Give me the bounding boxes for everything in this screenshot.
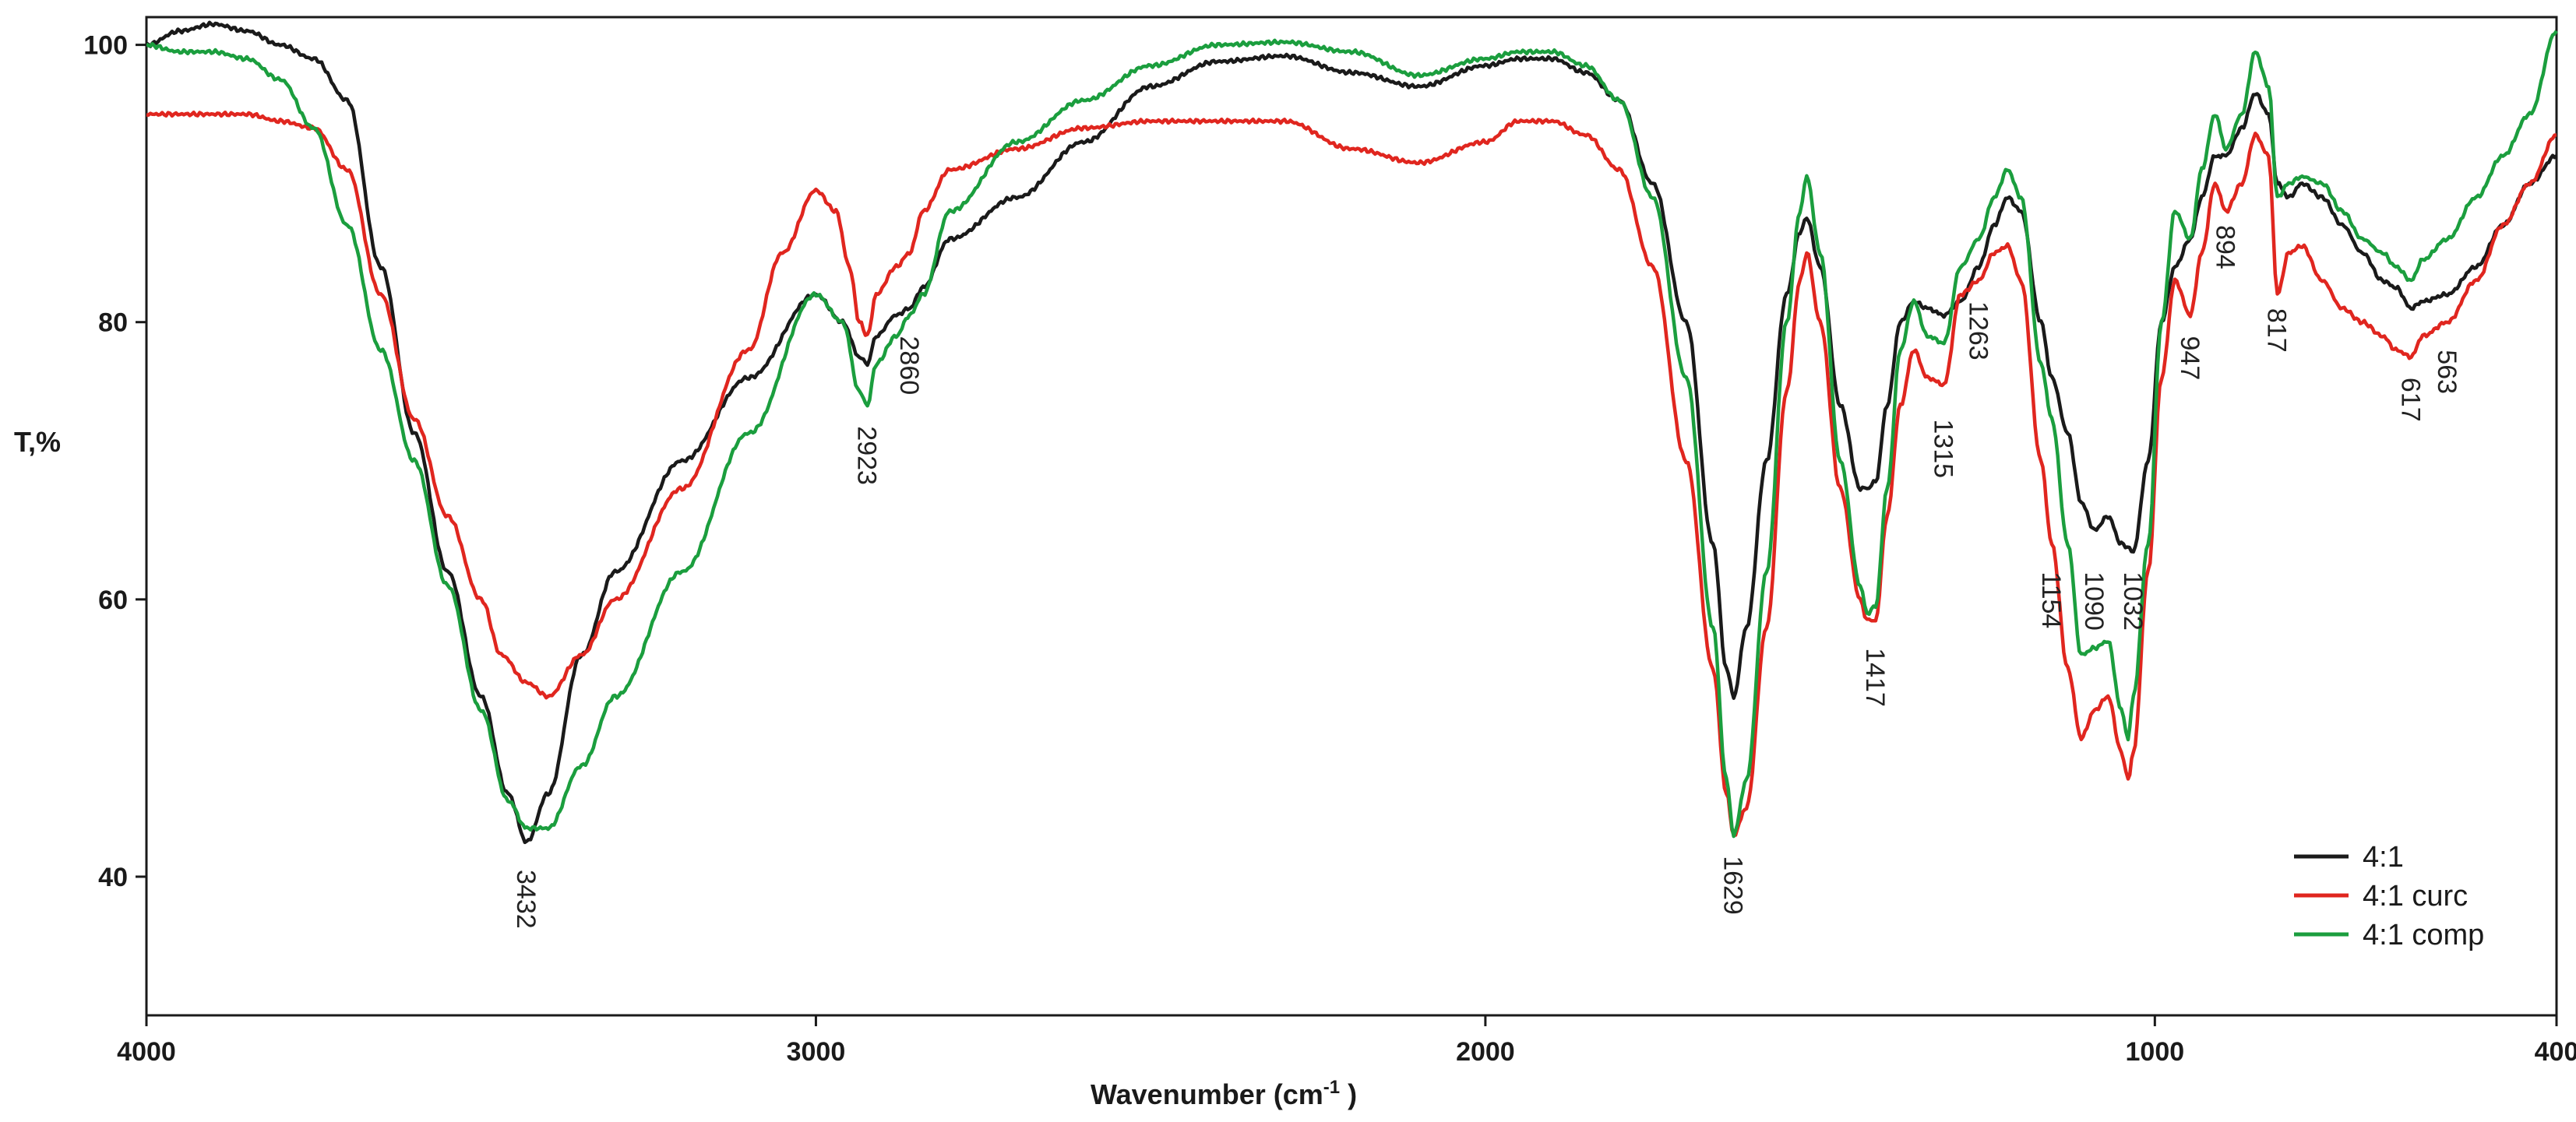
legend-label: 4:1 curc: [2363, 880, 2468, 913]
y-tick-label: 60: [98, 586, 128, 615]
y-axis-title: T,%: [14, 426, 61, 458]
series-layer: [145, 20, 2558, 845]
series-line-4-1-comp: [145, 30, 2558, 839]
legend: 4:1 4:1 curc 4:1 comp: [2294, 841, 2484, 951]
legend-label: 4:1 comp: [2363, 919, 2484, 951]
x-axis-title-end: ): [1340, 1078, 1357, 1110]
peak-label-1315: 1315: [1929, 419, 1958, 478]
peak-label-617: 617: [2396, 378, 2426, 422]
y-tick-label: 40: [98, 863, 128, 892]
x-tick-label: 2000: [1456, 1037, 1515, 1067]
series-line-4-1-curc: [146, 110, 2557, 837]
peak-label-1154: 1154: [2036, 572, 2066, 628]
peak-label-817: 817: [2262, 308, 2292, 353]
x-axis-title-superscript: -1: [1323, 1077, 1340, 1098]
peak-label-1263: 1263: [1963, 301, 1993, 361]
peak-label-2923: 2923: [852, 426, 882, 485]
x-tick-label: 1000: [2126, 1037, 2185, 1067]
peak-label-1417: 1417: [1860, 648, 1890, 707]
peak-label-2860: 2860: [894, 336, 924, 396]
tick-layer: 4000 3000 2000 1000 400 40 60 80 100: [83, 31, 2576, 1067]
peak-label-947: 947: [2175, 336, 2204, 381]
x-tick-label: 3000: [787, 1037, 846, 1067]
peak-label-1629: 1629: [1718, 856, 1748, 915]
peak-label-3432: 3432: [511, 870, 541, 929]
legend-label: 4:1: [2363, 841, 2404, 874]
peak-label-layer: 3432 2923 2860 1629 1417 1315 1263 1154 1090 1032…: [511, 225, 2461, 929]
peak-label-563: 563: [2432, 350, 2461, 394]
y-tick-label: 100: [83, 31, 128, 61]
x-axis-title-main: Wavenumber (cm: [1091, 1078, 1323, 1110]
y-tick-label: 80: [98, 308, 128, 338]
x-tick-label: 4000: [117, 1037, 176, 1067]
peak-label-894: 894: [2210, 225, 2239, 269]
plot-area: [145, 16, 2558, 1017]
peak-label-1090: 1090: [2079, 572, 2109, 631]
x-tick-label: 400: [2535, 1037, 2576, 1067]
peak-label-1032: 1032: [2118, 572, 2148, 631]
x-axis-title: Wavenumber (cm-1 ): [1091, 1077, 1357, 1110]
